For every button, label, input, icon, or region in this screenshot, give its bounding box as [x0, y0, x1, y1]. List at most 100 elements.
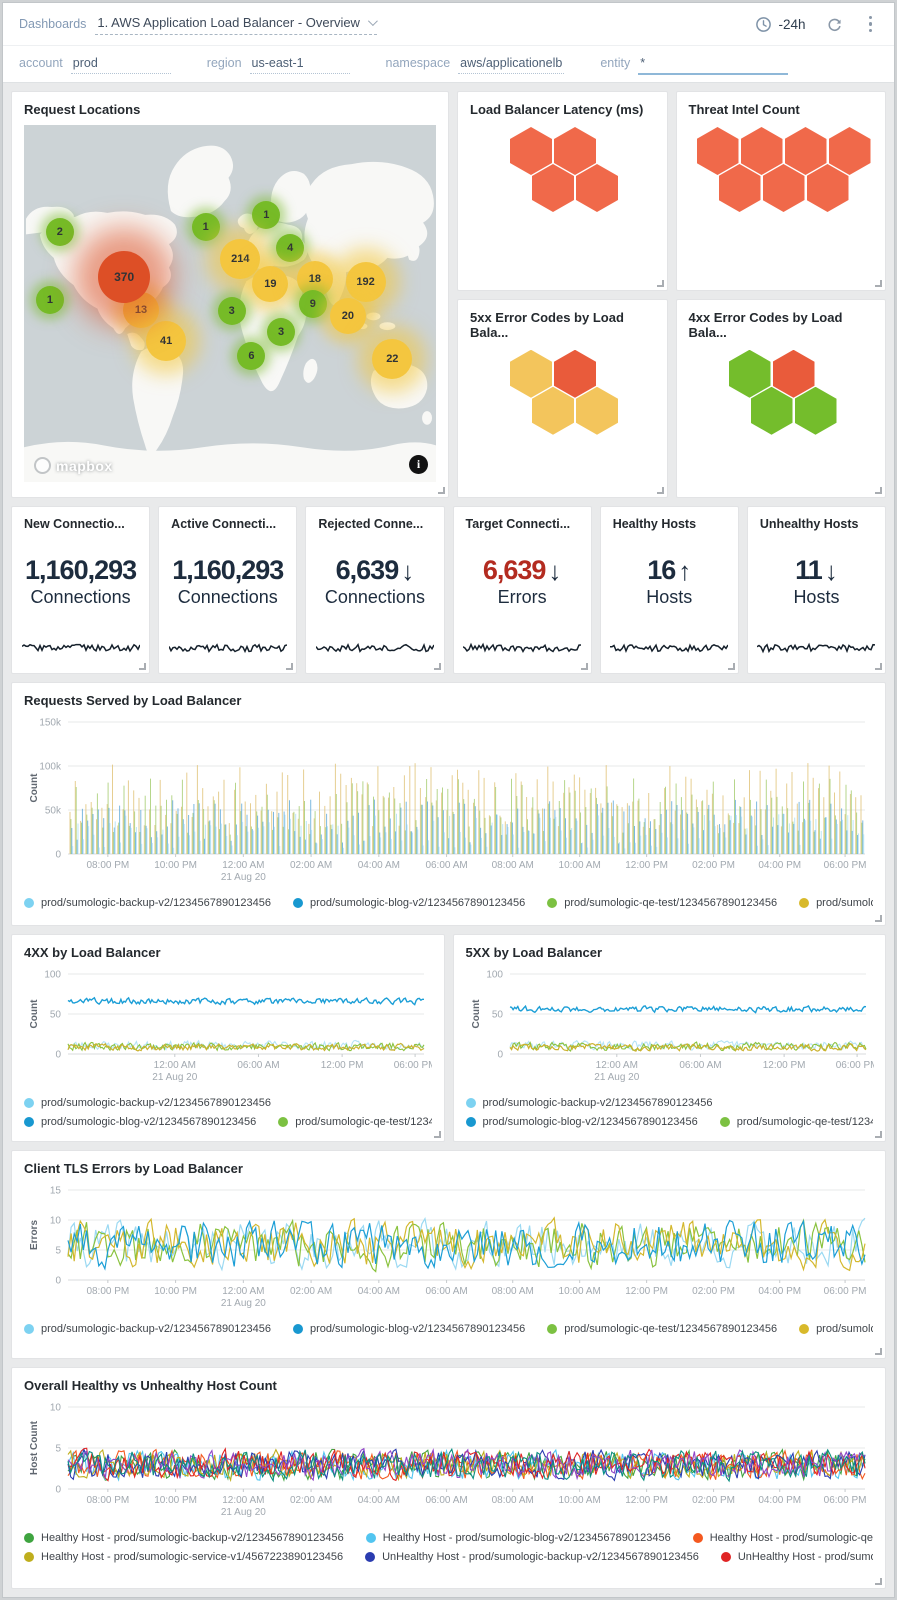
svg-text:02:00 AM: 02:00 AM: [290, 1286, 332, 1297]
legend-item[interactable]: prod/sumologic-blog-v2/1234567890123456: [292, 897, 525, 909]
resize-grip[interactable]: [875, 914, 882, 922]
hex-cell[interactable]: [576, 164, 618, 212]
legend-item[interactable]: prod/sumologic-backup-v2/123456789012345…: [465, 1097, 712, 1109]
map-marker[interactable]: 20: [329, 297, 366, 334]
legend-item[interactable]: prod/sumologic-blog-v2/1234567890123456: [465, 1116, 698, 1128]
hex-cell[interactable]: [510, 349, 552, 398]
filter-input-namespace[interactable]: aws/applicationelb: [458, 54, 565, 74]
dashboard-title-dropdown[interactable]: 1. AWS Application Load Balancer - Overv…: [95, 13, 378, 35]
resize-grip[interactable]: [875, 663, 883, 671]
legend-item[interactable]: prod/sumologic-qe-test/1234567890123456: [719, 1116, 873, 1128]
stat-value: 11: [795, 555, 823, 586]
svg-text:0: 0: [55, 1049, 61, 1060]
panel-client-tls-errors: Client TLS Errors by Load Balancer 15 10 5…: [11, 1149, 886, 1360]
map-marker[interactable]: 3: [217, 296, 246, 325]
map-marker[interactable]: 9: [298, 290, 327, 319]
resize-grip[interactable]: [875, 487, 882, 495]
stat-panel-5: Healthy Hosts 16 ↑ Hosts: [599, 506, 739, 675]
filter-input-account[interactable]: prod: [70, 54, 171, 74]
legend-item[interactable]: Healthy Host - prod/sumologic-backup-v2/…: [24, 1532, 344, 1544]
legend-item[interactable]: prod/sumologic-blog-v2/1234567890123456: [24, 1116, 256, 1128]
resize-grip[interactable]: [656, 279, 664, 287]
legend-item[interactable]: Healthy Host - prod/sumologic-qe-test/12…: [692, 1532, 873, 1544]
legend-item[interactable]: prod/sumologic-service-v1/45672238901234…: [799, 1323, 873, 1335]
hex-cell[interactable]: [728, 349, 771, 398]
hex-cell[interactable]: [554, 349, 596, 398]
resize-grip[interactable]: [727, 663, 735, 671]
map-marker[interactable]: 192: [345, 261, 386, 302]
map-marker[interactable]: 214: [220, 239, 261, 280]
breadcrumb[interactable]: Dashboards: [19, 17, 87, 31]
hex-cell[interactable]: [784, 127, 827, 175]
stat-value: 6,639: [482, 555, 547, 586]
legend-item[interactable]: prod/sumologic-qe-test/1234567890123456: [547, 1323, 777, 1335]
map-marker[interactable]: 22: [372, 338, 413, 379]
legend-item[interactable]: Healthy Host - prod/sumologic-blog-v2/12…: [365, 1532, 671, 1544]
world-map[interactable]: 2 1 1 214 4 19 18 192 1 13 3 9 20 3 41 6 22 370 mapbox i: [24, 125, 436, 483]
legend-item[interactable]: prod/sumologic-qe-test/1234567890123456: [278, 1116, 432, 1128]
hex-cell[interactable]: [576, 386, 618, 435]
map-marker[interactable]: 1: [191, 213, 220, 242]
legend-item[interactable]: prod/sumologic-service-v1/45672238901234…: [799, 897, 873, 909]
map-marker[interactable]: 3: [267, 317, 296, 346]
legend-item[interactable]: prod/sumologic-backup-v2/123456789012345…: [24, 1323, 271, 1335]
hex-cell[interactable]: [828, 127, 871, 175]
panel-title: 5xx Error Codes by Load Bala...: [470, 309, 624, 340]
hex-cell[interactable]: [532, 164, 574, 212]
resize-grip[interactable]: [875, 1348, 882, 1356]
legend-label: UnHealthy Host - prod/sumologic-blog-v2/…: [737, 1551, 873, 1564]
hex-cell[interactable]: [510, 127, 552, 175]
resize-grip[interactable]: [433, 663, 441, 671]
map-marker[interactable]: 41: [146, 321, 187, 362]
svg-text:12:00 AM: 12:00 AM: [222, 860, 264, 871]
map-marker[interactable]: 370: [98, 250, 151, 303]
legend-label: prod/sumologic-service-v1/45672238901234…: [816, 1322, 873, 1335]
refresh-button[interactable]: [826, 16, 843, 33]
legend-item[interactable]: prod/sumologic-blog-v2/1234567890123456: [292, 1323, 525, 1335]
map-marker[interactable]: 6: [237, 341, 266, 370]
svg-text:08:00 PM: 08:00 PM: [86, 1495, 129, 1506]
hex-cell[interactable]: [696, 127, 739, 175]
legend-item[interactable]: Healthy Host - prod/sumologic-service-v1…: [24, 1551, 343, 1563]
hex-cell[interactable]: [806, 164, 849, 212]
map-marker[interactable]: 19: [252, 265, 289, 302]
kebab-menu-button[interactable]: [863, 14, 879, 35]
resize-grip[interactable]: [875, 1578, 882, 1586]
legend-item[interactable]: prod/sumologic-qe-test/1234567890123456: [547, 897, 777, 909]
time-range-button[interactable]: -24h: [755, 16, 806, 33]
legend-item[interactable]: prod/sumologic-backup-v2/123456789012345…: [24, 1097, 271, 1109]
resize-grip[interactable]: [438, 487, 445, 495]
hex-cell[interactable]: [794, 386, 837, 435]
legend-item[interactable]: UnHealthy Host - prod/sumologic-blog-v2/…: [720, 1551, 873, 1564]
legend-item[interactable]: UnHealthy Host - prod/sumologic-backup-v…: [365, 1551, 699, 1563]
legend-item[interactable]: prod/sumologic-backup-v2/123456789012345…: [24, 897, 271, 909]
map-marker[interactable]: 1: [35, 286, 64, 315]
filter-input-region[interactable]: us-east-1: [249, 54, 350, 74]
hex-cell[interactable]: [718, 164, 761, 212]
map-marker[interactable]: 1: [252, 200, 281, 229]
hex-cell[interactable]: [554, 127, 596, 175]
map-marker[interactable]: 4: [276, 233, 305, 262]
resize-grip[interactable]: [433, 1130, 441, 1138]
resize-grip[interactable]: [139, 663, 147, 671]
resize-grip[interactable]: [656, 487, 664, 495]
resize-grip[interactable]: [875, 1130, 882, 1138]
hex-cell[interactable]: [772, 349, 815, 398]
hex-cell[interactable]: [750, 386, 793, 435]
hex-cell[interactable]: [740, 127, 783, 175]
resize-grip[interactable]: [580, 663, 588, 671]
hex-cell[interactable]: [532, 386, 574, 435]
resize-grip[interactable]: [875, 279, 882, 287]
map-info-icon[interactable]: i: [409, 455, 428, 475]
chart-legend: Healthy Host - prod/sumologic-backup-v2/…: [24, 1532, 873, 1563]
filter-input-entity[interactable]: *: [638, 54, 789, 75]
resize-grip[interactable]: [286, 663, 294, 671]
svg-text:Count: Count: [29, 773, 40, 803]
hex-cell[interactable]: [762, 164, 805, 212]
map-marker[interactable]: 2: [45, 218, 74, 247]
